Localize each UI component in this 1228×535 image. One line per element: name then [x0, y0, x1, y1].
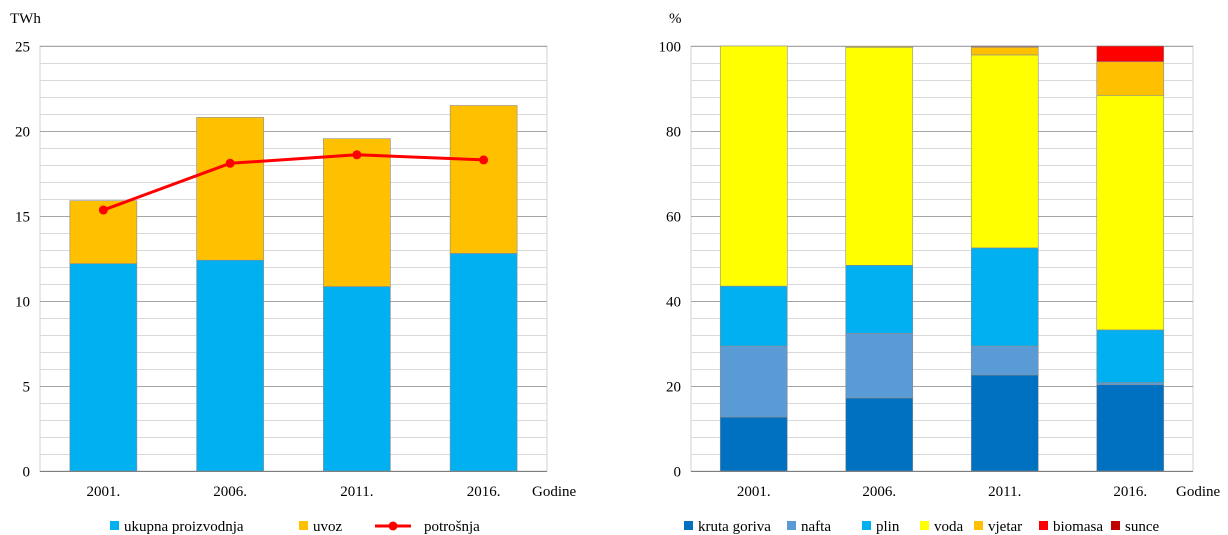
bar-segment-vjetar — [970, 46, 1039, 56]
legend-swatch — [299, 521, 308, 530]
bar-segment-plin — [719, 285, 788, 347]
y-tick-label: 15 — [15, 210, 30, 226]
legend-swatch — [787, 521, 796, 530]
x-axis-label: Godine — [1176, 484, 1221, 500]
y-tick-label: 10 — [15, 295, 30, 311]
y-tick-label: 5 — [23, 380, 31, 396]
bar-segment-voda — [845, 46, 914, 266]
bar-segment-voda — [1096, 95, 1165, 331]
bar-segment-kruta-goriva — [970, 374, 1039, 472]
bar-segment-uvoz — [449, 105, 518, 254]
legend-label: uvoz — [313, 519, 343, 535]
line-series-potrošnja — [102, 153, 484, 212]
x-tick-label: 2001. — [737, 484, 771, 500]
legend-label: plin — [876, 519, 900, 535]
legend-swatch — [974, 521, 983, 530]
bar-segment-voda — [719, 45, 788, 287]
bar-segment-kruta-goriva — [1096, 384, 1165, 472]
legend-swatch — [920, 521, 929, 530]
y-tick-label: 80 — [666, 125, 681, 141]
bar-segment-voda — [970, 54, 1039, 249]
x-tick-label: 2011. — [988, 484, 1021, 500]
legend-swatch — [1111, 521, 1120, 530]
legend-marker — [388, 521, 398, 531]
legend-label: kruta goriva — [698, 519, 771, 535]
bar-segment-ukupna-proizvodnja — [323, 286, 391, 472]
bar-segment-ukupna-proizvodnja — [449, 253, 518, 472]
legend: ukupna proizvodnja uvoz potrošnja — [110, 519, 480, 535]
legend-label: nafta — [801, 519, 831, 535]
legend-swatch — [1039, 521, 1048, 530]
y-tick-label: 20 — [15, 125, 30, 141]
y-tick-label: 25 — [15, 40, 30, 56]
y-tick-label: 0 — [23, 465, 31, 481]
bar-segment-ukupna-proizvodnja — [196, 259, 264, 472]
x-tick-label: 2001. — [87, 484, 121, 500]
line-point — [98, 205, 108, 215]
y-tick-label: 100 — [659, 40, 682, 56]
x-tick-label: 2016. — [467, 484, 501, 500]
legend-label: vjetar — [988, 519, 1022, 535]
legend-swatch — [110, 521, 119, 530]
x-axis-label: Godine — [532, 484, 577, 500]
bar-segment-ukupna-proizvodnja — [69, 263, 138, 472]
bar-segment-nafta — [719, 345, 788, 418]
bar-segment-nafta — [1096, 382, 1165, 386]
legend-swatch — [684, 521, 693, 530]
y-axis-label: TWh — [10, 11, 41, 27]
line-point — [225, 158, 235, 168]
bar-segment-kruta-goriva — [719, 416, 788, 472]
bar-segment-kruta-goriva — [845, 397, 914, 472]
bar-segment-uvoz — [196, 117, 264, 261]
bar-segment-vjetar — [1096, 61, 1165, 96]
bar-segment-plin — [1096, 329, 1165, 383]
legend-label: ukupna proizvodnja — [124, 519, 244, 535]
x-tick-label: 2006. — [213, 484, 247, 500]
legend-label: voda — [934, 519, 964, 535]
legend-label: sunce — [1125, 519, 1159, 535]
line-point — [479, 155, 489, 165]
legend-swatch — [862, 521, 871, 530]
y-tick-label: 60 — [666, 210, 681, 226]
bar-segment-nafta — [970, 345, 1039, 376]
legend-label: potrošnja — [424, 519, 480, 535]
y-tick-label: 0 — [674, 465, 682, 481]
bar-segment-plin — [845, 264, 914, 334]
bar-segment-biomasa — [1096, 45, 1165, 63]
y-axis-label: % — [669, 11, 682, 27]
x-tick-label: 2016. — [1113, 484, 1147, 500]
legend: kruta goriva nafta plin voda vjetar biomasa su… — [684, 519, 1159, 535]
bar-segment-uvoz — [323, 138, 391, 287]
line-point — [352, 150, 362, 160]
x-tick-label: 2011. — [340, 484, 373, 500]
chart-1: 0 5 10 15 20 25 TWh Godine 2001. 2006. 2011. 2016. u… — [10, 11, 577, 535]
y-tick-label: 40 — [666, 295, 681, 311]
y-tick-label: 20 — [666, 380, 681, 396]
x-tick-label: 2006. — [862, 484, 896, 500]
bar-segment-plin — [970, 247, 1039, 347]
chart-2: 0 20 40 60 80 100% Godine 2001. 2006. 2011. 2016. k… — [659, 11, 1221, 535]
bar-segment-nafta — [845, 332, 914, 399]
bar-segment-vjetar — [845, 46, 914, 48]
legend-label: biomasa — [1053, 519, 1103, 535]
